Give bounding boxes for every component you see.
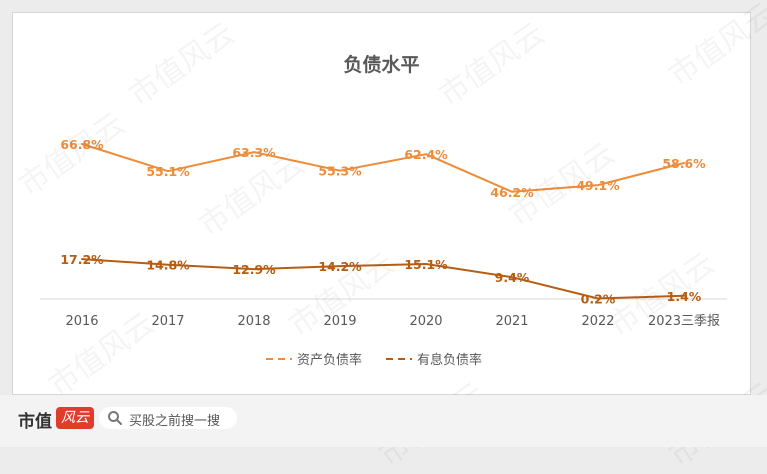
data-label: 62.4% xyxy=(404,147,448,162)
data-label: 1.4% xyxy=(667,289,702,304)
data-label: 0.2% xyxy=(581,292,616,307)
data-label: 55.1% xyxy=(146,164,190,179)
data-label: 49.1% xyxy=(576,178,620,193)
data-label: 66.8% xyxy=(60,137,104,152)
chart-title: 负债水平 xyxy=(343,54,420,76)
search-box[interactable]: 买股之前搜一搜 xyxy=(99,407,237,429)
data-label: 46.2% xyxy=(490,185,534,200)
footer-bar: 市值 风云 买股之前搜一搜 xyxy=(0,395,767,447)
x-tick-label: 2021 xyxy=(495,314,528,329)
data-label: 55.3% xyxy=(318,164,362,179)
x-tick-label: 2018 xyxy=(237,314,270,329)
chart-card: 负债水平 2016 2017 2018 2019 2020 2021 2022 2023三季报… xyxy=(12,12,751,395)
data-label: 14.8% xyxy=(146,258,190,273)
line-chart: 2016 2017 2018 2019 2020 2021 2022 2023三季报 66.8%… xyxy=(40,137,727,368)
data-label: 12.9% xyxy=(232,262,276,277)
series-line-2 xyxy=(81,258,685,300)
x-tick-label: 2023三季报 xyxy=(648,314,720,329)
x-tick-label: 2019 xyxy=(323,314,356,329)
data-label: 15.1% xyxy=(404,257,448,272)
search-placeholder: 买股之前搜一搜 xyxy=(129,414,221,429)
data-label: 58.6% xyxy=(662,156,706,171)
data-label: 14.2% xyxy=(318,259,362,274)
legend-label-1: 资产负债率 xyxy=(297,352,362,368)
series-line-1 xyxy=(81,143,685,193)
legend-label-2: 有息负债率 xyxy=(417,352,482,368)
x-tick-label: 2022 xyxy=(581,314,614,329)
brand-logo-text: 市值 xyxy=(18,412,52,432)
brand-logo-badge: 风云 xyxy=(56,407,94,429)
data-label: 17.2% xyxy=(60,252,104,267)
data-label: 63.3% xyxy=(232,145,276,160)
x-tick-label: 2020 xyxy=(409,314,442,329)
x-tick-label: 2016 xyxy=(65,314,98,329)
search-icon xyxy=(108,411,122,425)
data-label: 9.4% xyxy=(495,270,530,285)
x-tick-label: 2017 xyxy=(151,314,184,329)
